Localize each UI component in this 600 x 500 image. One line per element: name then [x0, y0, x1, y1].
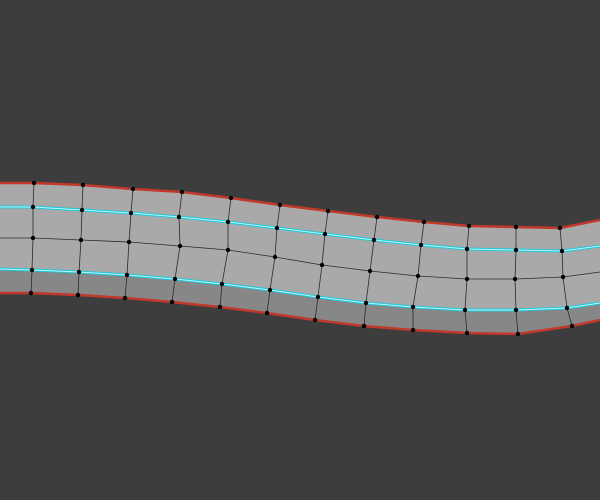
vertex — [464, 246, 470, 252]
vertex — [515, 331, 521, 337]
edge — [0, 237, 600, 280]
vertex — [325, 208, 331, 214]
vertex — [564, 305, 570, 311]
vertex — [513, 224, 519, 230]
vertex — [31, 180, 37, 186]
vertex — [418, 242, 424, 248]
vertex — [30, 235, 36, 241]
vertex — [462, 307, 468, 313]
vertex — [464, 330, 470, 336]
vertex — [172, 276, 178, 282]
vertex — [363, 300, 369, 306]
vertex — [512, 276, 518, 282]
vertex — [322, 231, 328, 237]
vertex — [228, 195, 234, 201]
vertex — [410, 327, 416, 333]
vertex — [557, 225, 563, 231]
vertex — [374, 214, 380, 220]
mesh — [0, 180, 600, 337]
vertex — [371, 237, 377, 243]
vertex — [79, 207, 85, 213]
vertex — [513, 307, 519, 313]
vertex — [421, 219, 427, 225]
vertex — [225, 219, 231, 225]
vertex — [272, 254, 278, 260]
vertex — [312, 317, 318, 323]
vertex — [264, 310, 270, 316]
vertex — [464, 276, 470, 282]
vertex — [176, 214, 182, 220]
vertex — [315, 294, 321, 300]
boundary-edge — [0, 291, 600, 336]
vertex — [177, 243, 183, 249]
vertex — [466, 223, 472, 229]
seam — [0, 206, 600, 252]
vertex — [559, 248, 565, 254]
vertex — [122, 295, 128, 301]
seam — [0, 268, 600, 311]
vertex — [569, 323, 575, 329]
vertex — [130, 186, 136, 192]
face-bottom — [0, 269, 600, 334]
vertex — [179, 189, 185, 195]
vertex — [126, 239, 132, 245]
vertex — [560, 274, 566, 280]
vertex — [225, 247, 231, 253]
vertex — [274, 225, 280, 231]
vertex — [410, 304, 416, 310]
vertex — [319, 262, 325, 268]
vertex — [169, 299, 175, 305]
vertex — [217, 304, 223, 310]
vertex — [78, 237, 84, 243]
vertex — [28, 290, 34, 296]
vertex — [75, 292, 81, 298]
vertex — [513, 247, 519, 253]
vertex — [124, 272, 130, 278]
boundary-edge — [0, 181, 600, 230]
vertex — [76, 269, 82, 275]
vertex — [29, 267, 35, 273]
vertex — [277, 202, 283, 208]
vertex — [415, 273, 421, 279]
vertex — [80, 182, 86, 188]
vertex — [361, 323, 367, 329]
vertex — [128, 210, 134, 216]
vertex — [267, 287, 273, 293]
vertex — [30, 204, 36, 210]
vertex — [219, 281, 225, 287]
vertex — [367, 268, 373, 274]
